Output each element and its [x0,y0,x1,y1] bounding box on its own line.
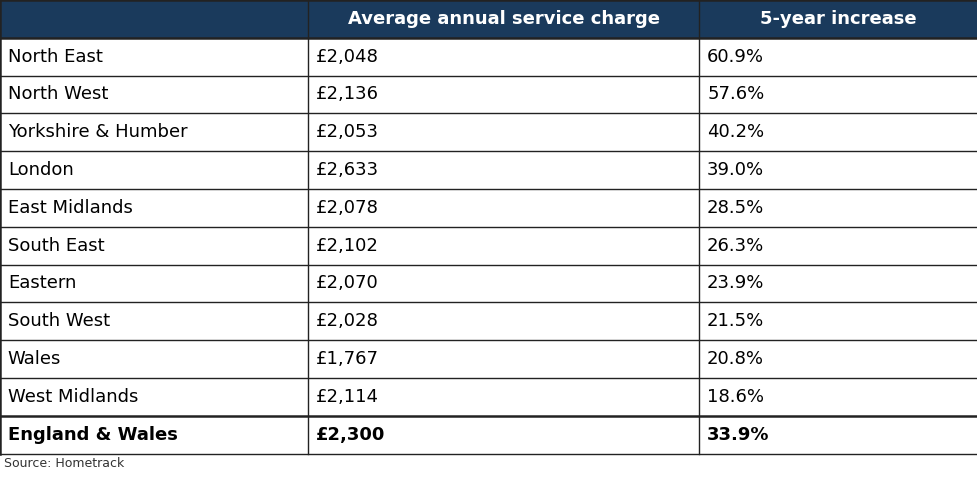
Text: South West: South West [8,312,109,330]
Bar [0,38,977,75]
Bar [0,302,977,340]
Text: £2,078: £2,078 [316,199,378,217]
Bar [0,75,977,113]
Text: £2,048: £2,048 [316,48,378,66]
Text: 33.9%: 33.9% [706,426,769,444]
Text: Average annual service charge: Average annual service charge [347,10,659,28]
Text: 57.6%: 57.6% [706,85,764,104]
Text: Source: Hometrack: Source: Hometrack [4,457,124,470]
Text: £2,300: £2,300 [316,426,385,444]
Bar [0,264,977,302]
Text: England & Wales: England & Wales [8,426,178,444]
Text: 26.3%: 26.3% [706,237,764,255]
Text: 18.6%: 18.6% [706,388,763,406]
Text: £2,114: £2,114 [316,388,378,406]
Text: North East: North East [8,48,103,66]
Bar [0,0,977,38]
Text: 28.5%: 28.5% [706,199,764,217]
Bar [0,378,977,416]
Bar [0,151,977,189]
Text: £2,028: £2,028 [316,312,378,330]
Text: 60.9%: 60.9% [706,48,763,66]
Text: £2,070: £2,070 [316,275,378,292]
Text: London: London [8,161,73,179]
Text: 40.2%: 40.2% [706,123,763,141]
Text: £2,102: £2,102 [316,237,378,255]
Text: 23.9%: 23.9% [706,275,764,292]
Bar [0,340,977,378]
Text: £2,136: £2,136 [316,85,378,104]
Text: £2,053: £2,053 [316,123,378,141]
Bar [0,416,977,454]
Text: North West: North West [8,85,108,104]
Text: 39.0%: 39.0% [706,161,763,179]
Text: Eastern: Eastern [8,275,76,292]
Bar [0,113,977,151]
Text: Wales: Wales [8,350,62,368]
Text: Yorkshire & Humber: Yorkshire & Humber [8,123,188,141]
Bar [0,189,977,227]
Text: South East: South East [8,237,105,255]
Text: £1,767: £1,767 [316,350,378,368]
Text: £2,633: £2,633 [316,161,379,179]
Text: East Midlands: East Midlands [8,199,133,217]
Text: West Midlands: West Midlands [8,388,138,406]
Text: 5-year increase: 5-year increase [759,10,916,28]
Text: 21.5%: 21.5% [706,312,764,330]
Text: 20.8%: 20.8% [706,350,763,368]
Bar [0,227,977,264]
